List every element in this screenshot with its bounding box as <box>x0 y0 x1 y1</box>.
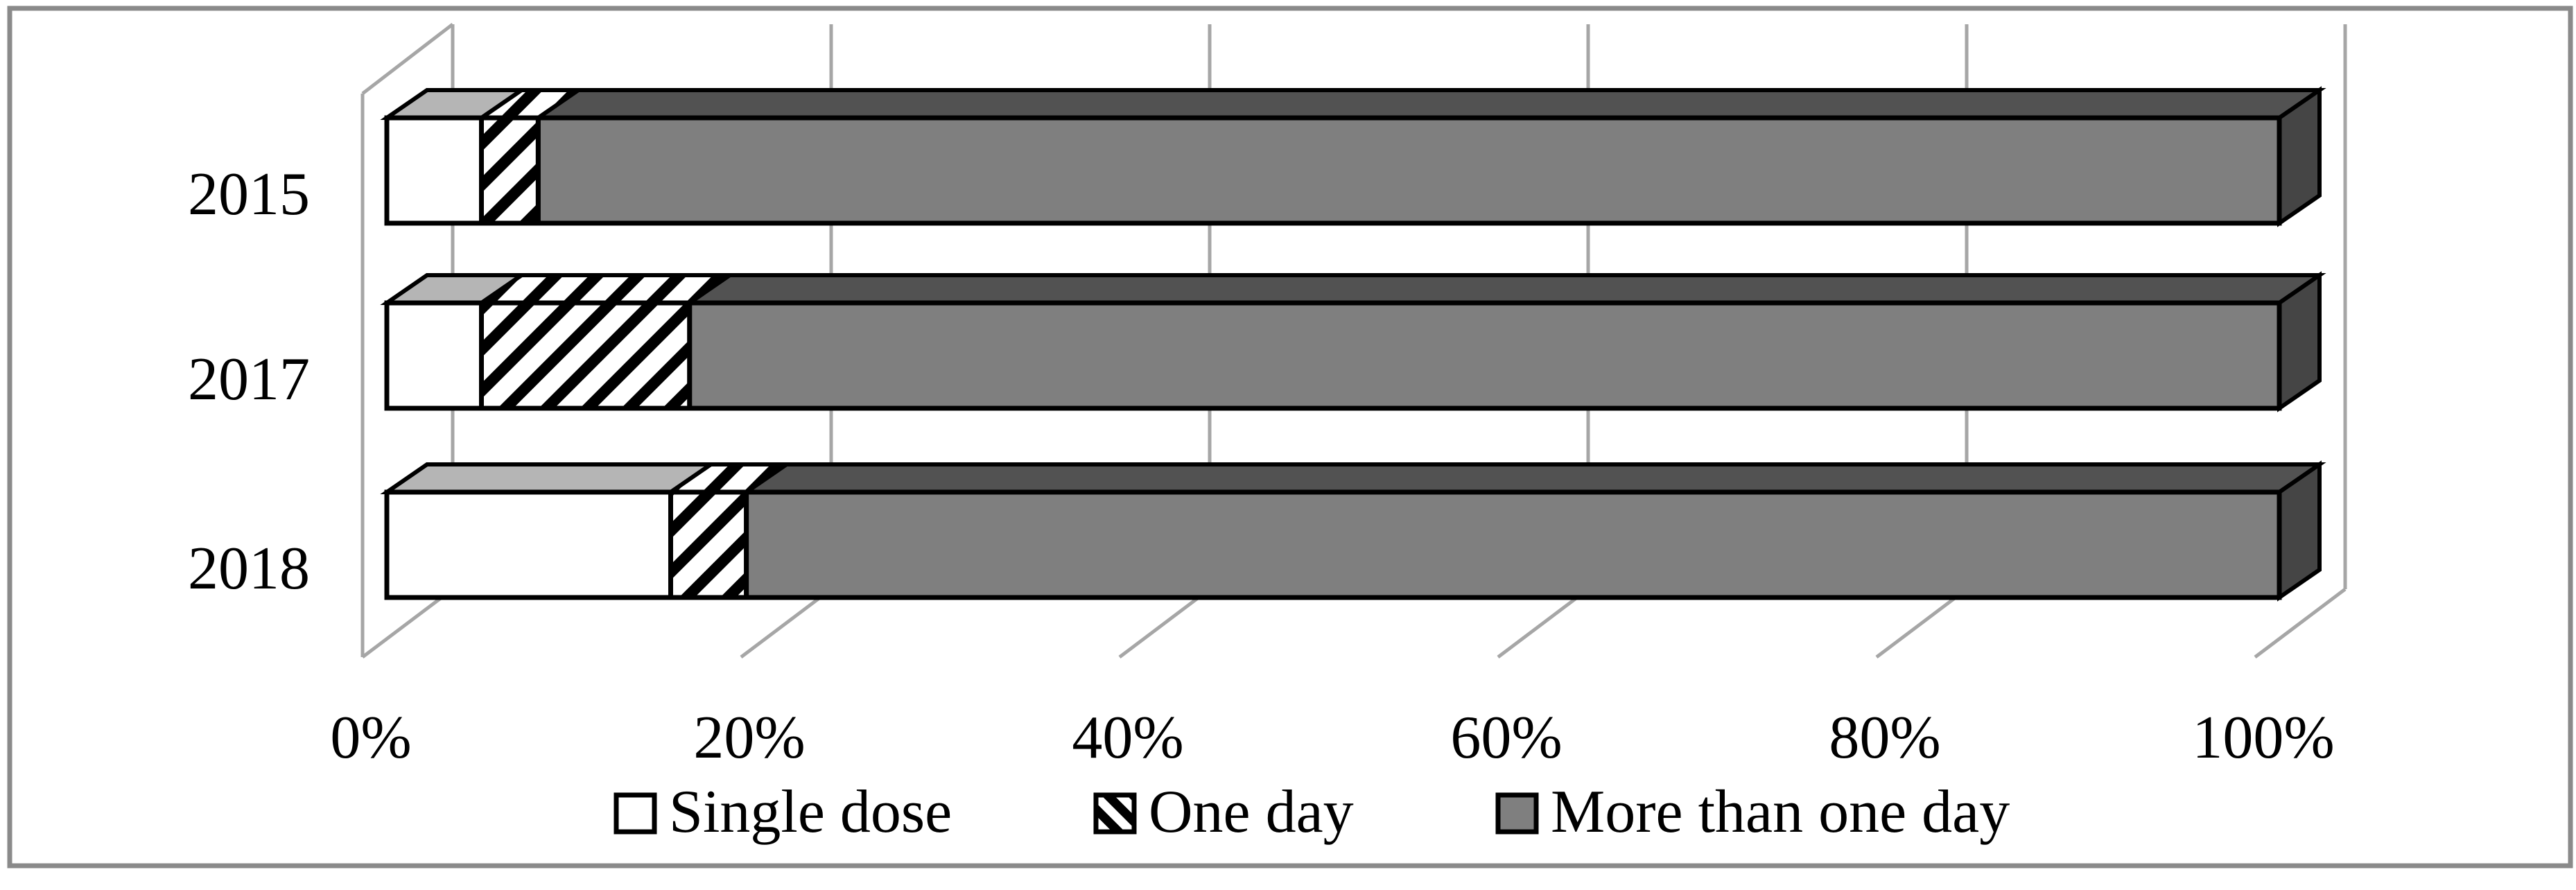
bar-2018-top-single-dose <box>380 462 718 494</box>
legend-marker-more-than-one-day <box>1495 792 1539 835</box>
legend-marker-single-dose <box>613 792 657 835</box>
x-tick-label-40-: 40% <box>1072 704 1183 771</box>
x-tick-label-0-: 0% <box>330 704 411 771</box>
bar-2018-segment-more-than-one-day <box>744 489 2282 600</box>
bar-2018-segment-single-dose <box>384 489 673 600</box>
bar-2015-segment-one-day <box>479 115 541 226</box>
bar-2017-segment-one-day <box>479 300 693 411</box>
legend-label-more-than-one-day: More than one day <box>1551 778 2010 846</box>
gridline-floor-100- <box>2254 588 2347 658</box>
figure-border <box>7 6 2573 869</box>
gridline-floor-60- <box>1497 588 1590 658</box>
x-tick-label-100-: 100% <box>2192 704 2334 771</box>
x-tick-label-80-: 80% <box>1829 704 1940 771</box>
wall-left-top-edge <box>361 23 454 95</box>
gridline-floor-80- <box>1875 588 1968 658</box>
gridline-floor-40- <box>1118 588 1211 658</box>
category-label-2017: 2017 <box>188 346 310 413</box>
bar-2017-top-more-than-one-day <box>683 273 2326 305</box>
legend-marker-one-day <box>1093 792 1137 835</box>
category-label-2018: 2018 <box>188 535 310 602</box>
bar-2015-segment-more-than-one-day <box>535 115 2282 226</box>
bar-2015-top-more-than-one-day <box>531 88 2326 120</box>
bar-2015-segment-single-dose <box>384 115 484 226</box>
gridline-floor-20- <box>740 588 833 658</box>
bar-2017-segment-more-than-one-day <box>687 300 2282 411</box>
x-tick-label-60-: 60% <box>1450 704 1562 771</box>
category-label-2015: 2015 <box>188 161 310 228</box>
legend-label-one-day: One day <box>1149 778 1354 846</box>
bar-2018-segment-one-day <box>668 489 749 600</box>
legend-label-single-dose: Single dose <box>669 778 952 846</box>
bar-2018-top-more-than-one-day <box>740 462 2326 494</box>
bar-2017-segment-single-dose <box>384 300 484 411</box>
gridline-floor-0- <box>361 588 454 658</box>
x-tick-label-20-: 20% <box>693 704 805 771</box>
